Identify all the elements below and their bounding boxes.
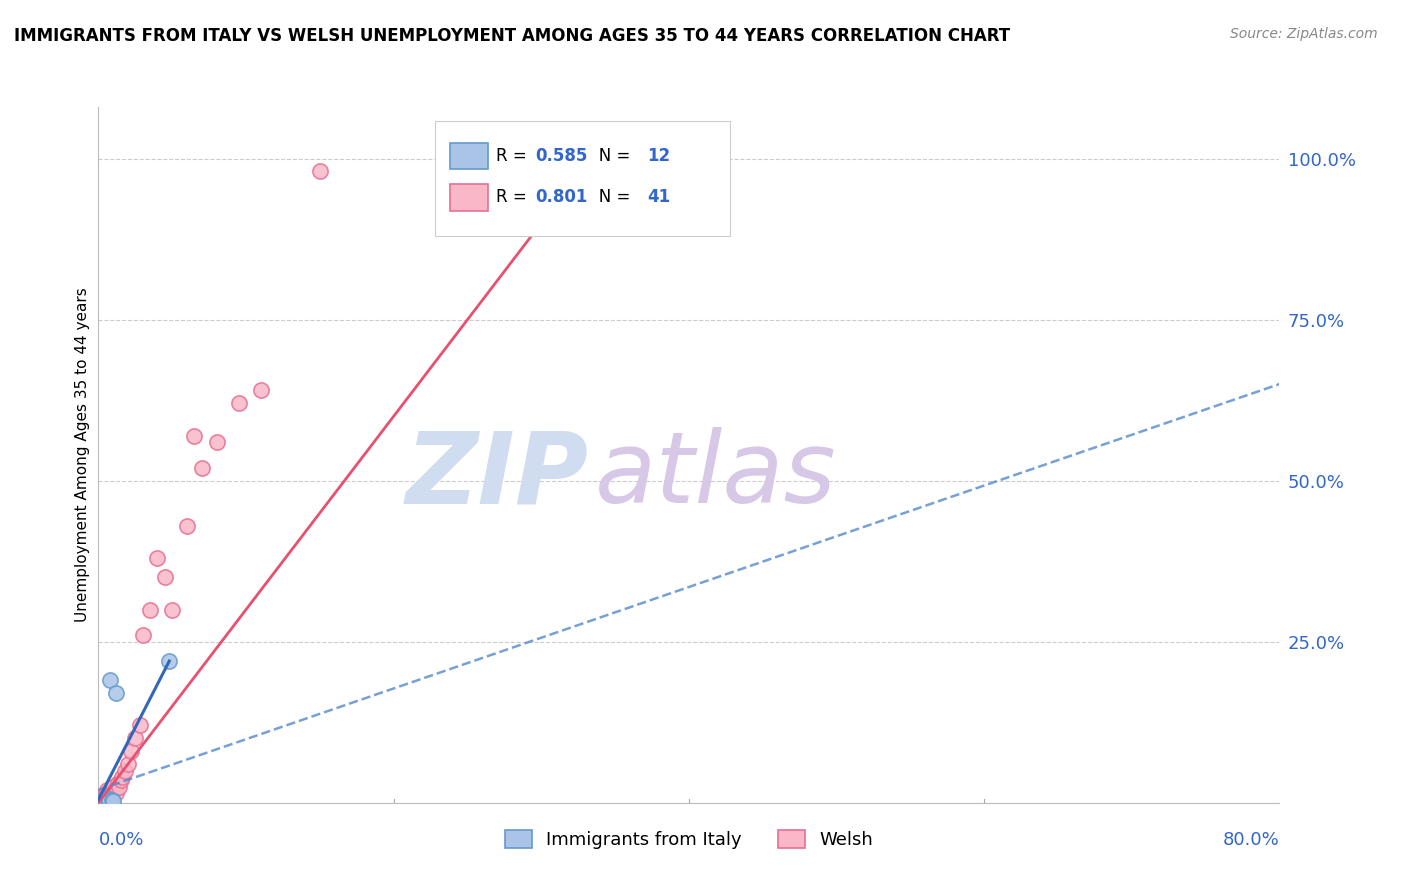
Point <box>89 793 111 807</box>
Legend: Immigrants from Italy, Welsh: Immigrants from Italy, Welsh <box>498 822 880 856</box>
Point <box>110 773 132 788</box>
Point <box>94 792 117 806</box>
Point <box>103 794 125 808</box>
Text: ZIP: ZIP <box>405 427 589 524</box>
Point <box>100 793 122 807</box>
Point <box>176 518 198 533</box>
Point <box>117 757 139 772</box>
Point <box>96 790 118 805</box>
Point <box>114 764 136 778</box>
Point <box>107 776 129 790</box>
Text: IMMIGRANTS FROM ITALY VS WELSH UNEMPLOYMENT AMONG AGES 35 TO 44 YEARS CORRELATIO: IMMIGRANTS FROM ITALY VS WELSH UNEMPLOYM… <box>14 27 1010 45</box>
Y-axis label: Unemployment Among Ages 35 to 44 years: Unemployment Among Ages 35 to 44 years <box>75 287 90 623</box>
Point <box>97 792 120 806</box>
Text: 12: 12 <box>648 147 671 165</box>
Point <box>111 770 134 784</box>
Point <box>250 384 273 398</box>
Point <box>94 794 117 808</box>
Point <box>94 786 117 800</box>
Point <box>104 783 127 797</box>
Point <box>153 570 176 584</box>
Text: R =: R = <box>496 147 533 165</box>
Point <box>89 795 111 809</box>
Point <box>97 789 120 804</box>
Point <box>90 792 112 806</box>
Point <box>124 731 146 746</box>
FancyBboxPatch shape <box>434 121 730 235</box>
Point <box>309 164 332 178</box>
Point <box>96 791 118 805</box>
Point <box>191 460 214 475</box>
Point <box>157 654 180 668</box>
Point <box>89 792 111 806</box>
FancyBboxPatch shape <box>450 185 488 211</box>
Point <box>162 602 183 616</box>
Point <box>108 780 131 794</box>
Point <box>146 551 169 566</box>
Point <box>105 686 128 700</box>
Point <box>93 793 115 807</box>
Point <box>91 789 114 804</box>
Point <box>97 786 120 800</box>
Point <box>139 602 162 616</box>
Point <box>103 780 125 794</box>
Point <box>205 435 228 450</box>
Point <box>100 784 122 798</box>
Text: 0.0%: 0.0% <box>98 830 143 848</box>
FancyBboxPatch shape <box>450 143 488 169</box>
Point <box>89 795 111 809</box>
Text: atlas: atlas <box>595 427 837 524</box>
Text: 80.0%: 80.0% <box>1223 830 1279 848</box>
Point <box>93 792 115 806</box>
Text: Source: ZipAtlas.com: Source: ZipAtlas.com <box>1230 27 1378 41</box>
Text: N =: N = <box>582 147 636 165</box>
Point <box>90 794 112 808</box>
Point <box>132 628 155 642</box>
Text: 0.585: 0.585 <box>536 147 588 165</box>
Point <box>96 783 118 797</box>
Text: 0.801: 0.801 <box>536 188 588 206</box>
Point <box>93 788 115 802</box>
Point <box>91 792 114 806</box>
Point <box>98 788 121 802</box>
Point <box>183 428 205 442</box>
Point <box>91 790 114 805</box>
Point <box>105 786 128 800</box>
Text: 41: 41 <box>648 188 671 206</box>
Point <box>90 794 112 808</box>
Text: R =: R = <box>496 188 533 206</box>
Point <box>128 718 150 732</box>
Point <box>228 396 250 410</box>
Point <box>120 744 142 758</box>
Text: N =: N = <box>582 188 636 206</box>
Point <box>98 673 121 688</box>
